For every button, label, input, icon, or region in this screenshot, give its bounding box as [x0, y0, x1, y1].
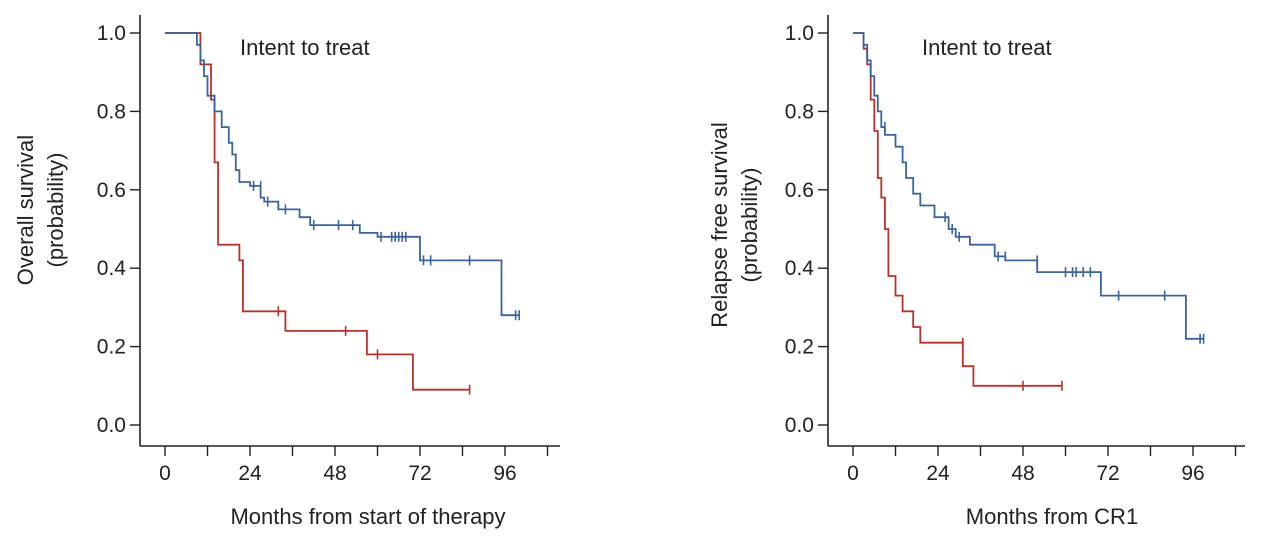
x-tick-label: 48: [1011, 462, 1034, 485]
y-tick-label: 0.0: [97, 414, 126, 437]
series-line-red: [853, 32, 1062, 387]
y-axis-title-line1: Overall survival: [13, 135, 38, 285]
y-axis-title-line2: (probability): [43, 153, 68, 268]
x-tick-label: 0: [159, 462, 171, 485]
y-tick-label: 0.4: [785, 257, 815, 280]
y-tick-label: 0.0: [785, 414, 814, 437]
y-axis-title-line1: Relapse free survival: [707, 122, 732, 327]
y-tick-label: 1.0: [785, 22, 814, 45]
series-line-red: [165, 32, 470, 391]
x-tick-label: 72: [1096, 462, 1119, 485]
y-tick-label: 0.6: [97, 179, 126, 202]
x-axis-title: Months from CR1: [966, 504, 1138, 529]
panel-annotation: Intent to treat: [240, 35, 370, 60]
y-tick-label: 0.2: [785, 336, 814, 359]
x-tick-label: 24: [926, 462, 950, 485]
y-tick-label: 0.8: [785, 100, 814, 123]
series-line-blue: [853, 32, 1204, 340]
x-tick-label: 0: [847, 462, 859, 485]
x-tick-label: 72: [408, 462, 431, 485]
panel-overall-survival: Intent to treat Months from start of the…: [13, 15, 560, 529]
y-tick-label: 0.6: [785, 179, 814, 202]
series-line-blue: [165, 32, 520, 317]
y-tick-label: 0.8: [97, 100, 126, 123]
y-tick-label: 0.4: [97, 257, 127, 280]
x-tick-label: 96: [1181, 462, 1204, 485]
y-tick-label: 0.2: [97, 336, 126, 359]
x-tick-label: 96: [493, 462, 516, 485]
x-axis-title: Months from start of therapy: [230, 504, 505, 529]
panel-annotation: Intent to treat: [922, 35, 1052, 60]
panel-relapse-free-survival: Intent to treat Months from CR1 Relapse …: [707, 15, 1245, 529]
y-tick-label: 1.0: [97, 22, 126, 45]
y-axis-title-line2: (probability): [737, 168, 762, 283]
x-tick-label: 24: [238, 462, 262, 485]
x-tick-label: 48: [323, 462, 346, 485]
